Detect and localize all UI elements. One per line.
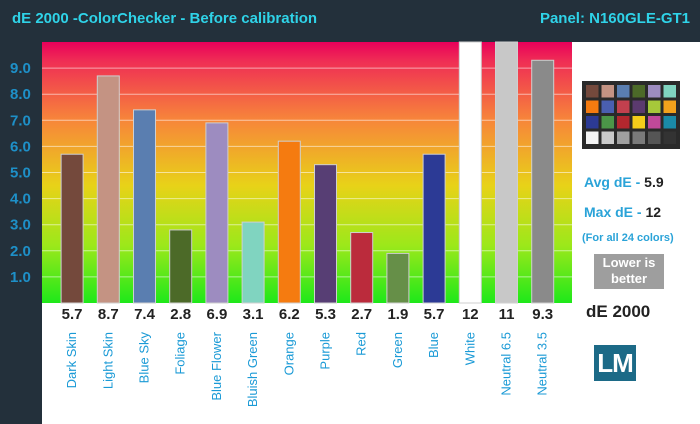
category-label: Purple xyxy=(318,332,333,370)
color-swatch xyxy=(632,116,645,129)
color-swatch xyxy=(586,85,599,98)
value-label: 12 xyxy=(462,306,479,323)
y-tick-label: 9.0 xyxy=(10,60,31,77)
chart-title: dE 2000 -ColorChecker - Before calibrati… xyxy=(12,10,318,27)
bar xyxy=(60,153,84,304)
bar xyxy=(531,59,555,304)
bar xyxy=(386,252,410,304)
y-tick-label: 5.0 xyxy=(10,165,31,182)
bar xyxy=(495,41,518,304)
avg-de-stat: Avg dE - 5.9 xyxy=(584,174,664,190)
category-label: White xyxy=(462,332,477,365)
colorchecker-thumbnail xyxy=(582,81,680,149)
color-swatch xyxy=(617,116,630,129)
category-label: Blue Sky xyxy=(137,332,152,384)
value-label: 2.7 xyxy=(351,306,372,323)
category-label: Blue xyxy=(426,332,441,358)
avg-de-value: 5.9 xyxy=(644,174,664,190)
lower-line-2: better xyxy=(610,271,648,286)
y-tick-label: 4.0 xyxy=(10,191,31,208)
color-swatch xyxy=(586,116,599,129)
color-swatch xyxy=(586,131,599,144)
value-label: 8.7 xyxy=(98,306,119,323)
bar xyxy=(241,221,265,304)
label-band xyxy=(42,303,572,424)
bar xyxy=(350,232,374,304)
panel-label: Panel: N160GLE-GT1 xyxy=(539,10,690,27)
value-label: 5.7 xyxy=(424,306,445,323)
bar xyxy=(133,109,156,304)
color-swatch xyxy=(617,85,630,98)
value-label: 11 xyxy=(499,306,515,323)
value-label: 5.7 xyxy=(62,306,83,323)
color-swatch xyxy=(648,85,661,98)
bar xyxy=(458,41,482,304)
bar xyxy=(277,140,301,304)
bar xyxy=(205,122,229,304)
color-swatch xyxy=(617,100,630,113)
category-label: Neutral 3.5 xyxy=(535,332,550,396)
category-label: Bluish Green xyxy=(245,332,260,407)
color-swatch xyxy=(632,131,645,144)
value-label: 7.4 xyxy=(134,306,156,323)
color-swatch xyxy=(663,116,676,129)
color-swatch xyxy=(648,131,661,144)
value-label: 5.3 xyxy=(315,306,336,323)
color-swatch xyxy=(601,85,614,98)
category-label: Light Skin xyxy=(100,332,115,389)
value-label: 6.9 xyxy=(206,306,227,323)
color-swatch xyxy=(648,100,661,113)
color-swatch xyxy=(663,85,676,98)
category-label: Neutral 6.5 xyxy=(499,332,514,396)
y-tick-label: 2.0 xyxy=(10,243,31,260)
max-de-label: Max dE - xyxy=(584,204,646,220)
lower-is-better-badge: Lower is better xyxy=(594,254,664,289)
category-label: Foliage xyxy=(173,332,188,375)
bar xyxy=(96,75,120,304)
category-label: Green xyxy=(390,332,405,368)
color-swatch xyxy=(663,100,676,113)
color-swatch xyxy=(601,131,614,144)
category-label: Blue Flower xyxy=(209,331,224,400)
y-tick-label: 1.0 xyxy=(10,269,31,286)
color-swatch xyxy=(617,131,630,144)
value-label: 6.2 xyxy=(279,306,300,323)
lm-logo: LM xyxy=(594,345,636,381)
summary-panel: Avg dE - 5.9 Max dE - 12 (For all 24 col… xyxy=(572,42,700,424)
y-tick-label: 3.0 xyxy=(10,217,31,234)
color-swatch xyxy=(663,131,676,144)
value-label: 3.1 xyxy=(243,306,264,323)
bar xyxy=(422,153,446,304)
color-swatch xyxy=(601,100,614,113)
value-label: 9.3 xyxy=(532,306,553,323)
avg-de-label: Avg dE - xyxy=(584,174,645,190)
y-tick-label: 8.0 xyxy=(10,86,31,103)
bar xyxy=(169,229,193,304)
color-swatch xyxy=(586,100,599,113)
bar xyxy=(314,164,337,304)
value-label: 2.8 xyxy=(170,306,191,323)
y-tick-label: 6.0 xyxy=(10,138,31,155)
max-de-stat: Max dE - 12 xyxy=(584,204,661,220)
category-label: Dark Skin xyxy=(64,332,79,388)
color-swatch xyxy=(601,116,614,129)
y-tick-label: 7.0 xyxy=(10,112,31,129)
color-swatch xyxy=(632,100,645,113)
color-swatch xyxy=(648,116,661,129)
max-de-value: 12 xyxy=(645,204,662,220)
lower-line-1: Lower is xyxy=(602,255,656,270)
category-label: Orange xyxy=(281,332,296,375)
color-swatch xyxy=(632,85,645,98)
colors-note: (For all 24 colors) xyxy=(582,232,674,244)
value-label: 1.9 xyxy=(387,306,408,323)
category-label: Red xyxy=(354,332,369,356)
metric-label: dE 2000 xyxy=(586,302,651,321)
